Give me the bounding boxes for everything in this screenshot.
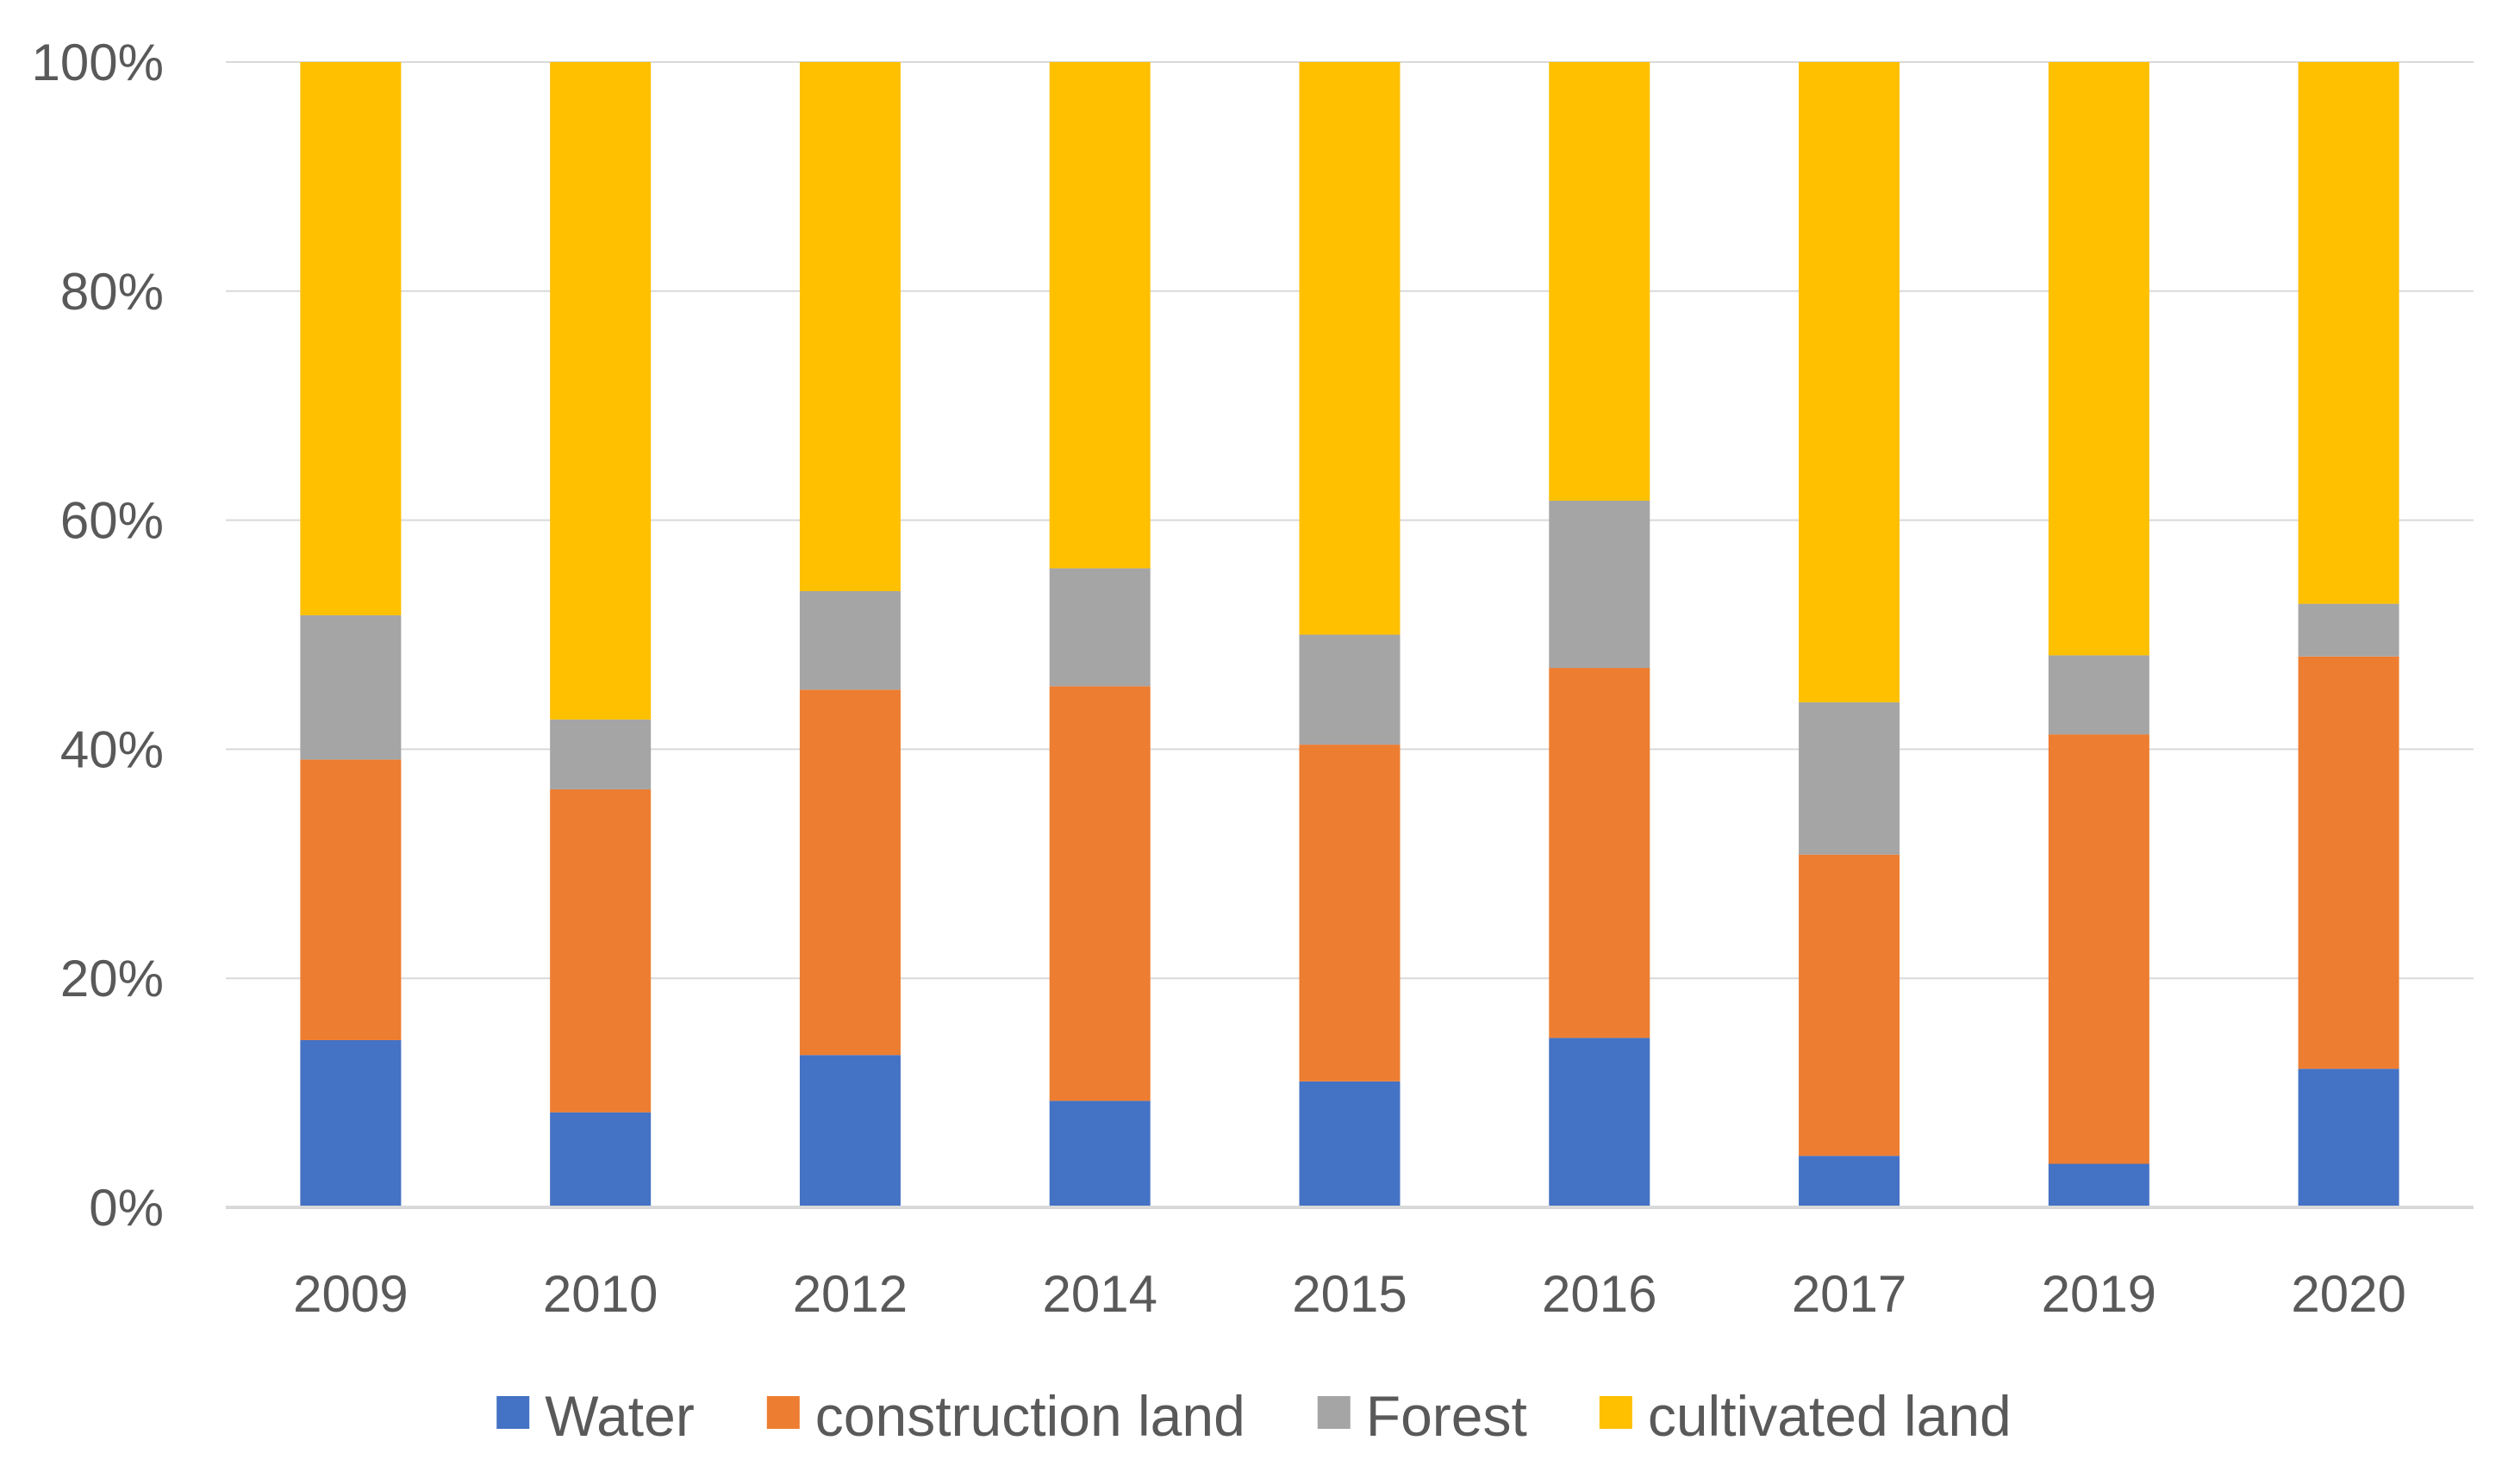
bar-water-2017 [1799,1156,1900,1207]
legend-label: Water [545,1384,695,1448]
legend-swatch-water [496,1396,530,1429]
y-tick-label: 60% [60,492,164,550]
axes: 0% 20% 40% 60% 80% 100% 2009 2010 2012 2014 2015 20… [32,34,2474,1323]
legend-label: construction land [815,1384,1245,1448]
bar-water-2016 [1549,1038,1650,1207]
bar-construction-land-2015 [1299,745,1401,1082]
bar-forest-2009 [300,614,402,760]
x-tick-label: 2014 [1042,1265,1157,1323]
x-tick-label: 2015 [1292,1265,1407,1323]
y-tick-label: 20% [60,950,164,1007]
bar-cultivated-land-2010 [550,62,652,720]
bar-construction-land-2012 [799,689,901,1056]
legend-item-cultivated-land: cultivated land [1599,1384,2012,1448]
bar-construction-land-2016 [1549,668,1650,1038]
bar-cultivated-land-2009 [300,62,402,615]
bar-water-2009 [300,1039,402,1207]
bar-water-2015 [1299,1081,1401,1207]
bar-forest-2014 [1049,568,1151,687]
legend-swatch-forest [1317,1396,1351,1429]
x-tick-label: 2009 [293,1265,408,1323]
bar-cultivated-land-2014 [1049,62,1151,569]
bar-cultivated-land-2015 [1299,62,1401,635]
bar-forest-2010 [550,719,652,789]
bar-cultivated-land-2017 [1799,62,1900,702]
bar-construction-land-2019 [2048,734,2149,1164]
bar-water-2014 [1049,1101,1151,1207]
bar-forest-2016 [1549,501,1650,669]
legend: Water construction land Forest cultivated l… [496,1384,2012,1448]
bar-cultivated-land-2016 [1549,62,1650,502]
x-tick-label: 2020 [2291,1265,2405,1323]
y-tick-label: 100% [32,34,164,91]
bar-water-2020 [2298,1069,2399,1207]
legend-swatch-cultivated-land [1599,1396,1632,1429]
bar-cultivated-land-2019 [2048,62,2149,656]
legend-label: Forest [1366,1384,1527,1448]
bar-forest-2012 [799,590,901,690]
bar-construction-land-2020 [2298,656,2399,1069]
legend-item-water: Water [496,1384,695,1448]
x-tick-label: 2016 [1542,1265,1656,1323]
legend-item-construction-land: construction land [766,1384,1245,1448]
bars [300,62,2399,1207]
bar-water-2010 [550,1112,652,1207]
y-tick-label: 40% [60,720,164,778]
x-tick-label: 2010 [543,1265,658,1323]
x-tick-label: 2012 [793,1265,908,1323]
bar-cultivated-land-2020 [2298,62,2399,604]
legend-item-forest: Forest [1317,1384,1527,1448]
bar-forest-2020 [2298,603,2399,657]
legend-swatch-construction-land [766,1396,800,1429]
bar-construction-land-2017 [1799,854,1900,1157]
bar-water-2012 [799,1055,901,1207]
x-tick-label: 2019 [2042,1265,2156,1323]
bar-forest-2019 [2048,655,2149,735]
y-tick-label: 0% [89,1179,164,1237]
bar-forest-2017 [1799,701,1900,855]
bar-cultivated-land-2012 [799,62,901,591]
y-tick-label: 80% [60,263,164,321]
bar-construction-land-2014 [1049,686,1151,1101]
bar-construction-land-2010 [550,789,652,1113]
x-tick-label: 2017 [1792,1265,1906,1323]
bar-forest-2015 [1299,634,1401,745]
bar-construction-land-2009 [300,759,402,1040]
bar-water-2019 [2048,1163,2149,1207]
legend-label: cultivated land [1648,1384,2012,1448]
